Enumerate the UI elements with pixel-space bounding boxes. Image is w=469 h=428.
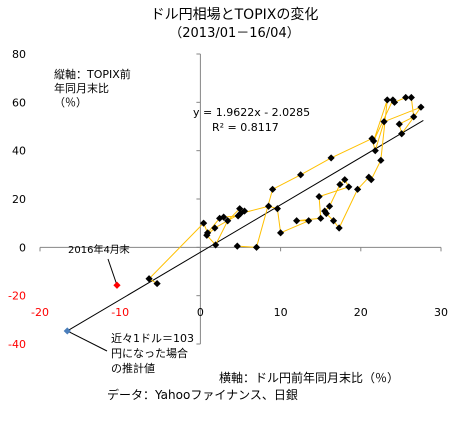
trend-line [67, 119, 424, 332]
trendline-r-squared: R² = 0.8117 [212, 121, 279, 134]
trendline-equation: y = 1.9622x - 2.0285 [193, 106, 311, 119]
projection-point [63, 327, 71, 335]
data-point [325, 202, 334, 210]
x-tick-label: -20 [31, 306, 49, 319]
latest-point [113, 281, 121, 289]
x-tick-label: 30 [434, 306, 448, 319]
chart-title: ドル円相場とTOPIXの変化 [150, 7, 319, 23]
data-point [293, 217, 301, 225]
data-point [145, 275, 153, 283]
data-point [371, 147, 379, 155]
y-tick-label: 0 [19, 241, 26, 254]
data-point [335, 224, 343, 232]
data-point [329, 217, 338, 225]
y-tick-label: -20 [8, 290, 26, 303]
data-point [383, 96, 391, 104]
data-point [341, 176, 349, 184]
annotation-projection: 近々1ドル＝103 円になった場合 の推計値 [111, 332, 194, 375]
annotation-latest-leader [107, 258, 118, 286]
y-axis-label: 縦軸：TOPIX前 年同月末比 （％） [54, 68, 131, 109]
data-point [273, 205, 281, 213]
data-point [367, 176, 375, 184]
x-tick-label: -10 [111, 306, 129, 319]
data-source: データ：Yahooファイナンス、日銀 [107, 388, 298, 402]
x-tick-label: 10 [274, 306, 288, 319]
data-point [317, 214, 325, 222]
data-point [353, 185, 362, 193]
data-point [277, 229, 285, 237]
data-point [410, 113, 418, 121]
series-line [148, 97, 423, 285]
data-point [398, 130, 406, 138]
annotation-projection-leader [67, 330, 108, 352]
x-tick-label: 0 [197, 306, 204, 319]
y-tick-label: 60 [12, 96, 26, 109]
data-point [264, 202, 273, 210]
data-point [417, 103, 425, 111]
data-point [236, 205, 244, 213]
data-point [407, 93, 415, 102]
data-point [395, 120, 403, 128]
data-point [327, 154, 335, 162]
data-point [153, 279, 161, 288]
data-point [390, 98, 399, 106]
data-point [380, 118, 388, 126]
x-tick-label: 20 [354, 306, 368, 319]
data-point [315, 192, 323, 201]
y-tick-label: 80 [12, 48, 26, 61]
data-point [252, 243, 261, 251]
data-point [224, 217, 232, 225]
data-point [200, 219, 208, 227]
data-point [368, 134, 376, 143]
data-point [377, 156, 385, 164]
data-point [322, 209, 330, 218]
data-point [212, 241, 220, 249]
data-point [211, 224, 219, 232]
data-point [336, 180, 344, 189]
data-point [236, 209, 245, 218]
data-point [220, 213, 228, 221]
data-point [233, 242, 241, 250]
data-point [321, 207, 329, 215]
data-point [345, 183, 353, 191]
data-point [268, 185, 277, 193]
y-tick-label: 20 [12, 193, 26, 206]
data-point [402, 93, 410, 102]
data-point [203, 231, 211, 239]
data-point [297, 171, 305, 179]
y-tick-label: -40 [8, 338, 26, 351]
y-tick-label: 40 [12, 145, 26, 158]
annotation-latest-point: 2016年4月末 [68, 245, 130, 256]
data-point [305, 217, 313, 225]
chart-subtitle: （2013/01－16/04） [169, 26, 300, 41]
x-axis-label: 横軸：ドル円前年同月末比（％） [219, 371, 400, 385]
